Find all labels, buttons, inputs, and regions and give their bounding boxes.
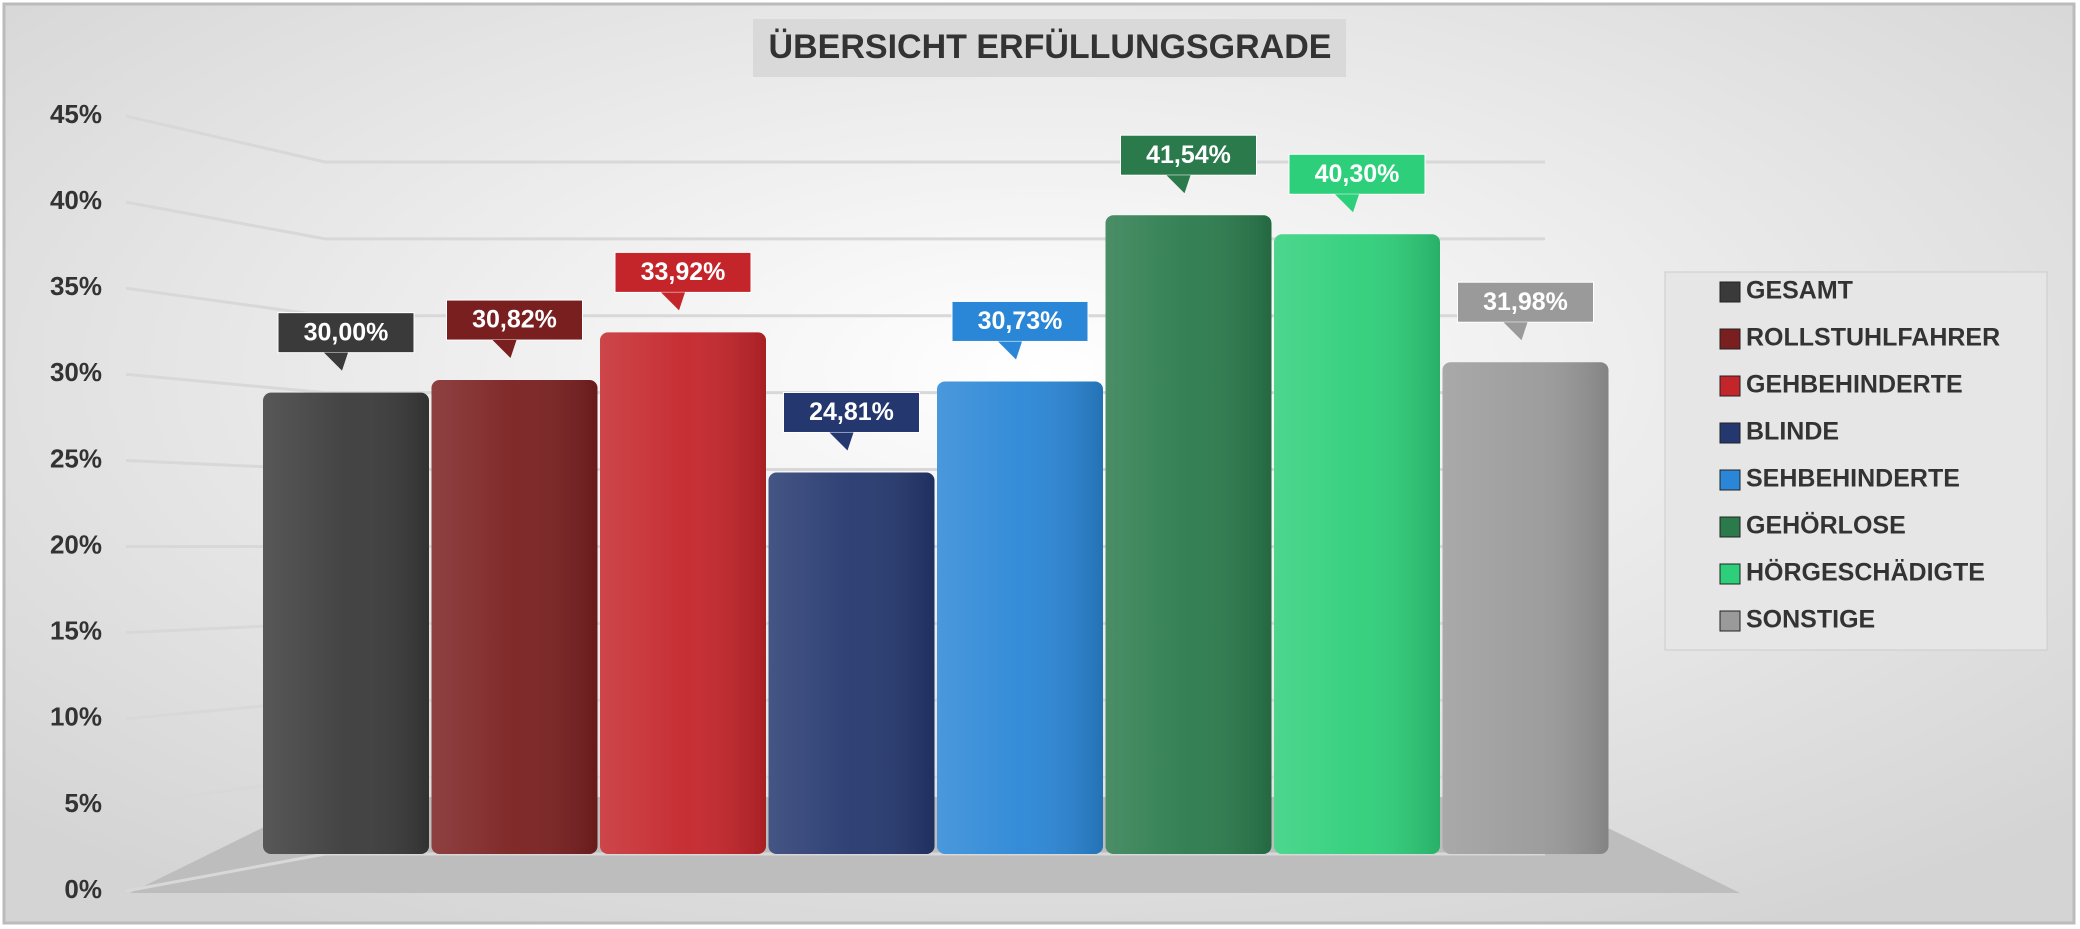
y-tick-label: 30% — [50, 357, 102, 387]
y-tick-label: 40% — [50, 185, 102, 215]
value-label-box — [1457, 281, 1594, 323]
y-tick-label: 20% — [50, 529, 102, 559]
value-label-box — [1120, 134, 1257, 176]
value-label: 41,54% — [1146, 141, 1231, 169]
value-label: 24,81% — [809, 398, 894, 426]
value-label-pointer — [1503, 322, 1528, 341]
y-tick-label: 10% — [50, 702, 102, 732]
title-box — [753, 19, 1346, 77]
value-label-pointer — [998, 341, 1022, 360]
legend-swatch — [1719, 422, 1741, 444]
value-label: 40,30% — [1315, 160, 1400, 188]
value-label-pointer — [492, 340, 517, 359]
bar-shine — [1442, 362, 1609, 854]
legend-label: GEHÖRLOSE — [1746, 511, 1906, 540]
value-label-box — [1288, 153, 1426, 195]
legend-swatch — [1719, 610, 1741, 632]
legend-label: SONSTIGE — [1746, 606, 1875, 634]
value-label-box — [277, 312, 415, 354]
chart-title: ÜBERSICHT ERFÜLLUNGSGRADE — [769, 28, 1332, 66]
bar-shine — [768, 472, 935, 854]
y-tick-label: 25% — [50, 443, 102, 473]
y-tick-label: 5% — [64, 788, 102, 818]
value-label-pointer — [1335, 194, 1359, 213]
legend-swatch — [1719, 328, 1741, 350]
legend-label: HÖRGESCHÄDIGTE — [1746, 558, 1985, 587]
value-label-box — [614, 251, 752, 293]
bar-shine — [431, 380, 598, 854]
value-label: 33,92% — [641, 258, 726, 286]
bar-shine — [600, 332, 766, 855]
value-label-pointer — [1166, 175, 1191, 194]
y-tick-label: 0% — [64, 874, 102, 904]
bar-shine — [263, 392, 429, 854]
value-label-pointer — [661, 292, 685, 311]
y-tick-label: 45% — [50, 99, 102, 129]
value-label: 30,73% — [978, 307, 1063, 335]
value-label-box — [783, 391, 920, 433]
legend-swatch — [1719, 563, 1741, 585]
y-tick-label: 35% — [50, 271, 102, 301]
value-label: 31,98% — [1483, 288, 1568, 316]
legend-swatch — [1719, 375, 1741, 397]
legend-label: SEHBEHINDERTE — [1746, 465, 1960, 493]
y-tick-label: 15% — [50, 616, 102, 646]
legend-swatch — [1719, 469, 1741, 491]
legend-swatch — [1719, 516, 1741, 538]
legend-label: GEHBEHINDERTE — [1746, 371, 1963, 399]
legend-label: ROLLSTUHLFAHRER — [1746, 324, 2000, 352]
legend-label: BLINDE — [1746, 418, 1839, 446]
bar-shine — [1274, 234, 1440, 854]
bar-shine — [937, 381, 1103, 854]
legend-label: GESAMT — [1746, 277, 1853, 305]
value-label: 30,82% — [472, 306, 557, 334]
legend-swatch — [1719, 281, 1741, 303]
bar-shine — [1105, 215, 1272, 855]
value-label: 30,00% — [304, 318, 389, 346]
value-label-pointer — [829, 432, 854, 451]
value-label-pointer — [324, 352, 348, 371]
value-label-box — [951, 300, 1089, 342]
